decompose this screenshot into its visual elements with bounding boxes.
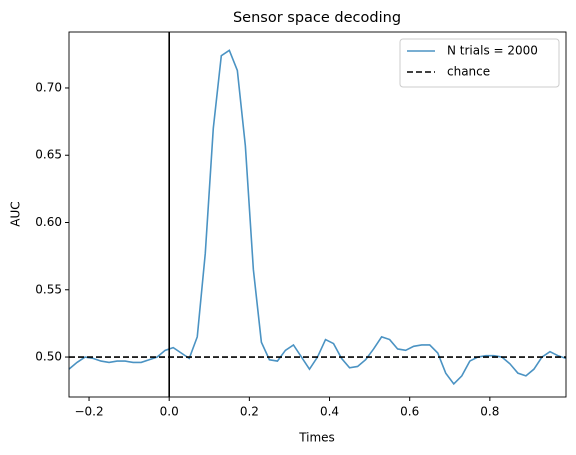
x-tick-label: 0.4 <box>320 405 339 419</box>
legend-box <box>399 38 560 88</box>
y-tick-label: 0.55 <box>35 282 62 296</box>
x-tick-label: −0.2 <box>74 405 103 419</box>
y-axis-label: AUC <box>9 201 23 226</box>
x-tick-label: 0.6 <box>400 405 419 419</box>
chart-title: Sensor space decoding <box>233 10 401 26</box>
legend-label: N trials = 2000 <box>447 44 538 58</box>
legend-label: chance <box>447 65 490 79</box>
axes-frame <box>68 31 567 398</box>
x-axis-label: Times <box>298 431 335 445</box>
x-tick-label: 0.0 <box>160 405 179 419</box>
data-line <box>68 49 567 386</box>
y-tick-label: 0.65 <box>35 148 62 162</box>
x-tick-label: 0.2 <box>240 405 259 419</box>
y-tick-label: 0.70 <box>35 80 62 94</box>
y-tick-label: 0.60 <box>35 215 62 229</box>
x-tick-label: 0.8 <box>480 405 499 419</box>
y-tick-label: 0.50 <box>35 350 62 364</box>
